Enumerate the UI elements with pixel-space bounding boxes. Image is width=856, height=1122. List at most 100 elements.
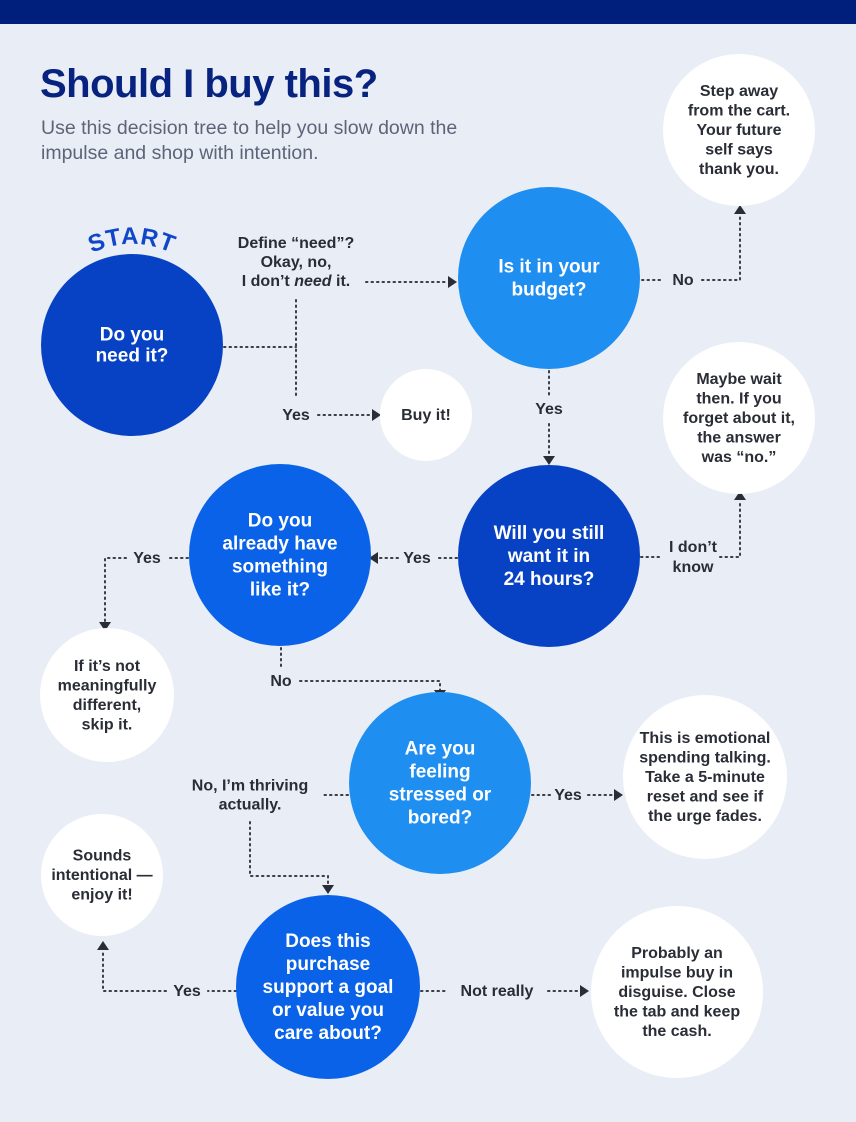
- text-line: bored?: [408, 808, 472, 829]
- node-intentional: Sounds intentional — enjoy it!: [41, 814, 163, 936]
- text-line: feeling: [409, 762, 470, 783]
- top-bar: [0, 0, 856, 24]
- text-line: then. If you: [696, 391, 781, 408]
- text-line: Are you: [405, 739, 476, 760]
- text-line: purchase: [286, 954, 370, 975]
- text-line: Sounds: [73, 848, 132, 865]
- text-line: Will you still: [494, 523, 605, 544]
- node-circle: [623, 695, 787, 859]
- text-line: Yes: [535, 401, 563, 418]
- start-label: START: [84, 223, 179, 259]
- connector: [223, 299, 297, 399]
- text-line: need it?: [96, 346, 169, 367]
- text-line: I don’t need it.: [242, 273, 350, 290]
- text-line: self says: [705, 142, 773, 159]
- text-line: Yes: [173, 983, 201, 1000]
- node-buy-it: Buy it!: [380, 369, 472, 461]
- text-line: No: [270, 673, 292, 690]
- node-skip-it: If it’s not meaningfully different, skip it…: [40, 628, 174, 762]
- text-line: reset and see if: [647, 789, 764, 806]
- node-circle: [458, 187, 640, 369]
- connector: [104, 557, 189, 623]
- node-circle: [663, 54, 815, 206]
- text-line: Is it in your: [498, 257, 600, 278]
- text-line: actually.: [219, 797, 282, 814]
- connectors: [102, 213, 741, 992]
- node-circle: [189, 464, 371, 646]
- text-line: Not really: [461, 983, 534, 1000]
- node-step-away: Step away from the cart. Your future self s…: [663, 54, 815, 206]
- text-line: disguise. Close: [618, 984, 735, 1001]
- text-line: stressed or: [389, 785, 492, 806]
- arrow-up-icon: [97, 941, 109, 950]
- text-line: was “no.”: [701, 449, 777, 466]
- text-line: forget about it,: [683, 410, 795, 427]
- arrow-left-icon: [369, 552, 378, 564]
- text-line: Maybe wait: [696, 371, 782, 388]
- text-line: Buy it!: [401, 407, 451, 424]
- text-line: If it’s not: [74, 658, 141, 675]
- text-line: support a goal: [263, 977, 394, 998]
- text-line: Yes: [133, 550, 161, 567]
- node-circle: [591, 906, 763, 1078]
- text-line: something: [232, 557, 328, 578]
- text-line: No, I’m thriving: [192, 778, 308, 795]
- text-line: Probably an: [631, 945, 723, 962]
- text-line: skip it.: [82, 716, 133, 733]
- text-line: enjoy it!: [71, 887, 132, 904]
- connector: [102, 949, 237, 992]
- connector: [280, 647, 441, 691]
- arrow-down-icon: [322, 885, 334, 894]
- text-line: different,: [73, 697, 141, 714]
- edge-label-already-have-yes: Yes: [133, 550, 161, 567]
- page-subtitle: Use this decision tree to help you slow …: [41, 117, 458, 164]
- text-line: intentional —: [51, 867, 152, 884]
- page-title: Should I buy this?: [40, 62, 378, 106]
- text-line: Yes: [282, 407, 310, 424]
- node-impulse: Probably an impulse buy in disguise. Close…: [591, 906, 763, 1078]
- arrow-right-icon: [614, 789, 623, 801]
- text-line: Do you: [100, 325, 164, 346]
- edge-label-budget-no: No: [672, 272, 694, 289]
- text-line: No: [672, 272, 694, 289]
- node-circle: [458, 465, 640, 647]
- text-line: know: [673, 559, 714, 576]
- edge-label-still-want-idk: I don’t know: [669, 539, 718, 576]
- text-line: the tab and keep: [614, 1004, 740, 1021]
- edge-label-goal-not-really: Not really: [461, 983, 534, 1000]
- arrow-up-icon: [734, 205, 746, 214]
- edge-label-stressed-no: No, I’m thriving actually.: [192, 778, 308, 814]
- node-circle: [663, 342, 815, 494]
- text-line: Yes: [403, 550, 431, 567]
- edge-label-already-have-no: No: [270, 673, 292, 690]
- node-circle: [41, 814, 163, 936]
- edge-label-need-no: Define “need”? Okay, no, I don’t need it.: [238, 235, 354, 290]
- text-line: This is emotional: [640, 730, 771, 747]
- text-line: budget?: [512, 280, 587, 301]
- node-circle: [236, 895, 420, 1079]
- text-line: Step away: [700, 83, 778, 100]
- text-line: Do you: [248, 511, 312, 532]
- text-line: Does this: [285, 931, 371, 952]
- text-line: impulse buy in: [621, 965, 733, 982]
- text-line: thank you.: [699, 161, 779, 178]
- text-line: Yes: [554, 787, 582, 804]
- text-line: the cash.: [642, 1023, 711, 1040]
- text-line: or value you: [272, 1000, 384, 1021]
- arrow-right-icon: [448, 276, 457, 288]
- text-line: like it?: [250, 580, 310, 601]
- text-line: meaningfully: [58, 677, 157, 694]
- edge-labels: Define “need”? Okay, no, I don’t need it. Y…: [133, 235, 717, 1000]
- text-line: already have: [222, 534, 337, 555]
- text-line: spending talking.: [639, 750, 771, 767]
- connector: [249, 794, 349, 886]
- arrow-up-icon: [734, 491, 746, 500]
- text-line: the urge fades.: [648, 808, 762, 825]
- edge-label-stressed-yes: Yes: [554, 787, 582, 804]
